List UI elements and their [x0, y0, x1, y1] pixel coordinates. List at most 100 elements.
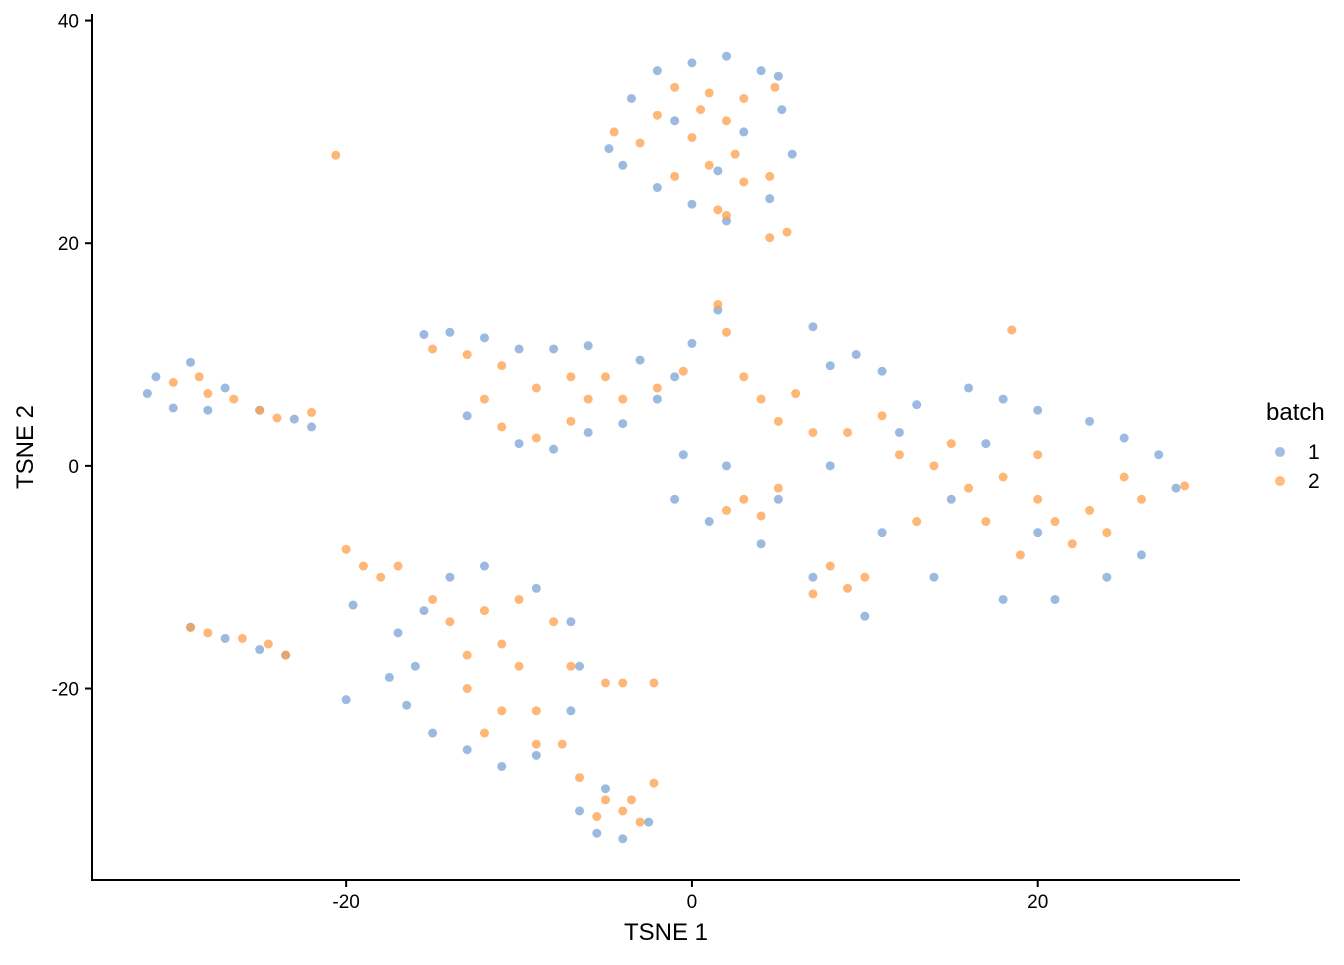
point-batch-2 — [877, 411, 887, 421]
point-batch-1 — [860, 611, 870, 621]
point-batch-1 — [787, 149, 797, 159]
point-batch-2 — [773, 416, 783, 426]
point-batch-2 — [272, 413, 282, 423]
point-batch-2 — [687, 132, 697, 142]
point-batch-1 — [566, 706, 576, 716]
point-batch-1 — [445, 572, 455, 582]
point-batch-1 — [393, 628, 403, 638]
point-batch-1 — [575, 661, 585, 671]
point-batch-1 — [402, 700, 412, 710]
legend-label-1: 1 — [1308, 441, 1320, 464]
point-batch-1 — [981, 439, 991, 449]
point-batch-2 — [678, 366, 688, 376]
point-batch-2 — [531, 739, 541, 749]
point-batch-2 — [696, 105, 706, 115]
point-batch-1 — [307, 422, 317, 432]
point-batch-2 — [1102, 528, 1112, 538]
point-batch-1 — [1171, 483, 1181, 493]
point-batch-1 — [756, 66, 766, 76]
point-batch-2 — [531, 383, 541, 393]
point-batch-1 — [825, 361, 835, 371]
point-batch-1 — [348, 600, 358, 610]
point-batch-1 — [151, 372, 161, 382]
point-batch-1 — [1033, 405, 1043, 415]
point-batch-1 — [851, 350, 861, 360]
point-batch-2 — [549, 617, 559, 627]
point-batch-2 — [765, 171, 775, 181]
point-batch-1 — [670, 494, 680, 504]
legend-marker-1 — [1275, 447, 1285, 457]
point-batch-1 — [566, 617, 576, 627]
point-batch-2 — [263, 639, 273, 649]
point-batch-2 — [531, 433, 541, 443]
point-batch-2 — [462, 684, 472, 694]
point-batch-2 — [341, 544, 351, 554]
point-batch-2 — [649, 778, 659, 788]
point-batch-1 — [644, 817, 654, 827]
point-batch-1 — [428, 728, 438, 738]
point-batch-2 — [652, 383, 662, 393]
point-batch-2 — [739, 372, 749, 382]
point-batch-2 — [497, 422, 507, 432]
point-batch-2 — [1033, 494, 1043, 504]
point-batch-2 — [358, 561, 368, 571]
point-batch-2 — [600, 678, 610, 688]
point-batch-2 — [618, 806, 628, 816]
point-batch-1 — [618, 419, 628, 429]
point-batch-2 — [722, 505, 732, 515]
point-batch-2 — [566, 416, 576, 426]
point-batch-1 — [220, 633, 230, 643]
point-batch-2 — [765, 233, 775, 243]
point-batch-1 — [946, 494, 956, 504]
point-batch-1 — [514, 344, 524, 354]
point-batch-1 — [1136, 550, 1146, 560]
point-batch-1 — [713, 166, 723, 176]
point-batch-1 — [1154, 450, 1164, 460]
point-batch-2 — [609, 127, 619, 137]
point-batch-2 — [722, 116, 732, 126]
point-batch-2 — [756, 511, 766, 521]
point-batch-1 — [604, 144, 614, 154]
point-batch-2 — [618, 394, 628, 404]
point-batch-2 — [713, 299, 723, 309]
y-tick-label: 40 — [58, 12, 79, 33]
point-batch-2 — [557, 739, 567, 749]
point-batch-2 — [773, 483, 783, 493]
point-batch-2 — [981, 517, 991, 527]
point-batch-1 — [877, 528, 887, 538]
point-batch-1 — [1033, 528, 1043, 538]
point-batch-2 — [670, 82, 680, 92]
point-batch-1 — [687, 199, 697, 209]
point-batch-2 — [808, 589, 818, 599]
point-batch-1 — [1102, 572, 1112, 582]
point-batch-2 — [739, 177, 749, 187]
point-batch-2 — [1033, 450, 1043, 460]
point-batch-2 — [203, 628, 213, 638]
point-batch-2 — [1180, 481, 1190, 491]
point-batch-2 — [860, 572, 870, 582]
x-tick-label: -20 — [332, 892, 359, 913]
point-batch-1 — [777, 105, 787, 115]
point-batch-2 — [376, 572, 386, 582]
point-batch-2 — [479, 394, 489, 404]
point-batch-1 — [756, 539, 766, 549]
point-batch-1 — [635, 355, 645, 365]
point-batch-2 — [255, 405, 265, 415]
point-batch-1 — [549, 444, 559, 454]
point-batch-2 — [722, 327, 732, 337]
point-batch-1 — [549, 344, 559, 354]
point-batch-2 — [618, 678, 628, 688]
y-tick-label: 0 — [68, 457, 79, 478]
point-batch-1 — [998, 594, 1008, 604]
point-batch-2 — [237, 633, 247, 643]
point-batch-2 — [782, 227, 792, 237]
point-batch-1 — [462, 411, 472, 421]
point-batch-2 — [825, 561, 835, 571]
point-batch-1 — [479, 561, 489, 571]
point-batch-1 — [652, 394, 662, 404]
legend-marker-2 — [1275, 476, 1285, 486]
point-batch-2 — [635, 817, 645, 827]
point-batch-2 — [479, 606, 489, 616]
point-batch-2 — [1067, 539, 1077, 549]
